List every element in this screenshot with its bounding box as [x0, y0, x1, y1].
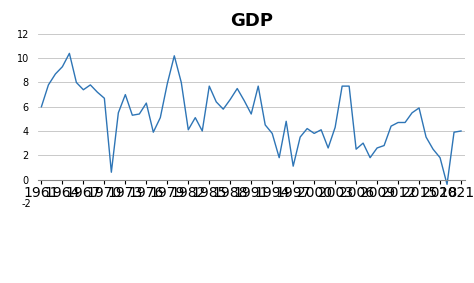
Text: -2: -2 — [21, 199, 31, 209]
Title: GDP: GDP — [230, 12, 273, 30]
